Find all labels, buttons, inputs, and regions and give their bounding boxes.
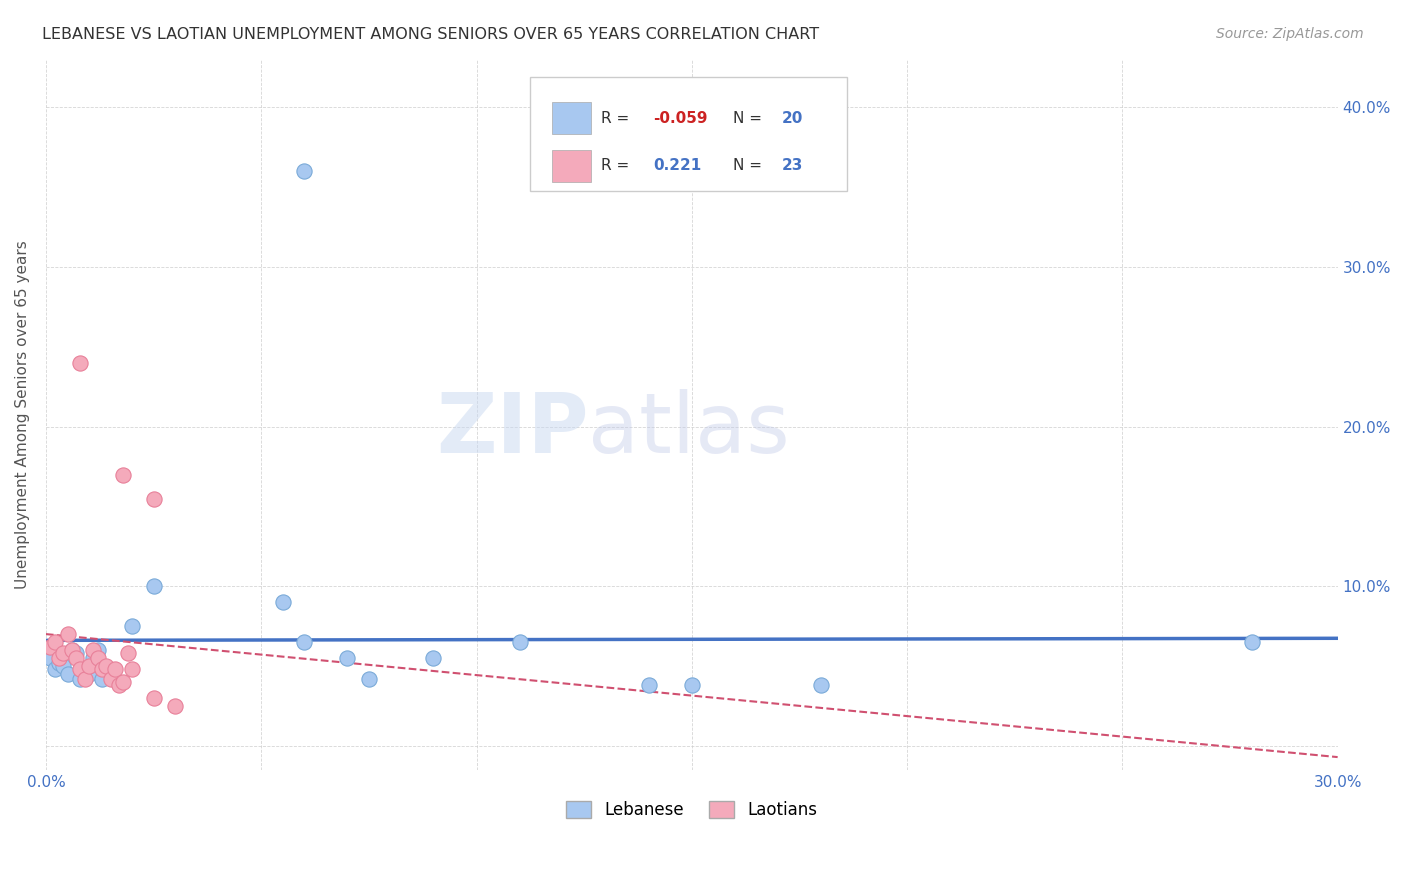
Point xyxy=(100,672,122,686)
Point xyxy=(77,667,100,681)
Point xyxy=(77,659,100,673)
Text: atlas: atlas xyxy=(589,389,790,469)
Text: N =: N = xyxy=(733,111,768,126)
Point xyxy=(65,651,87,665)
Point xyxy=(48,656,70,670)
Point xyxy=(52,647,75,661)
Point xyxy=(121,662,143,676)
Point xyxy=(357,672,380,686)
Text: -0.059: -0.059 xyxy=(652,111,707,126)
Point xyxy=(73,672,96,686)
Point xyxy=(60,643,83,657)
Point xyxy=(112,675,135,690)
Point xyxy=(681,678,703,692)
Point xyxy=(48,651,70,665)
Point xyxy=(108,678,131,692)
Point xyxy=(69,356,91,370)
Point xyxy=(56,627,79,641)
Point xyxy=(73,662,96,676)
Point xyxy=(292,635,315,649)
Text: R =: R = xyxy=(602,158,634,173)
Y-axis label: Unemployment Among Seniors over 65 years: Unemployment Among Seniors over 65 years xyxy=(15,241,30,590)
Text: 0.221: 0.221 xyxy=(652,158,702,173)
Legend: Lebanese, Laotians: Lebanese, Laotians xyxy=(560,794,824,826)
Point xyxy=(422,651,444,665)
Bar xyxy=(553,103,591,134)
Text: ZIP: ZIP xyxy=(436,389,589,469)
Point xyxy=(637,678,659,692)
Point xyxy=(104,662,127,676)
Text: N =: N = xyxy=(733,158,768,173)
Point xyxy=(1240,635,1263,649)
Text: 20: 20 xyxy=(782,111,804,126)
Point xyxy=(44,662,66,676)
Point xyxy=(810,678,832,692)
Point xyxy=(86,651,108,665)
Point xyxy=(69,672,91,686)
Point xyxy=(65,647,87,661)
Point xyxy=(292,164,315,178)
Point xyxy=(82,651,104,665)
Text: LEBANESE VS LAOTIAN UNEMPLOYMENT AMONG SENIORS OVER 65 YEARS CORRELATION CHART: LEBANESE VS LAOTIAN UNEMPLOYMENT AMONG S… xyxy=(42,27,820,42)
Point xyxy=(82,643,104,657)
Point xyxy=(60,643,83,657)
Point xyxy=(39,640,62,654)
Text: Source: ZipAtlas.com: Source: ZipAtlas.com xyxy=(1216,27,1364,41)
Point xyxy=(96,662,118,676)
Point xyxy=(336,651,359,665)
Point xyxy=(142,491,165,506)
Point xyxy=(96,659,118,673)
Point xyxy=(165,699,187,714)
FancyBboxPatch shape xyxy=(530,78,846,191)
Point xyxy=(69,662,91,676)
Point xyxy=(509,635,531,649)
Point xyxy=(44,635,66,649)
Point xyxy=(117,647,139,661)
Point xyxy=(142,579,165,593)
Point xyxy=(56,667,79,681)
Point xyxy=(271,595,294,609)
Text: R =: R = xyxy=(602,111,634,126)
Point xyxy=(142,691,165,706)
Point xyxy=(39,651,62,665)
Point xyxy=(52,659,75,673)
Point xyxy=(121,619,143,633)
Point xyxy=(112,467,135,482)
Bar xyxy=(553,150,591,182)
Text: 23: 23 xyxy=(782,158,804,173)
Point xyxy=(86,643,108,657)
Point xyxy=(91,672,114,686)
Point xyxy=(91,662,114,676)
